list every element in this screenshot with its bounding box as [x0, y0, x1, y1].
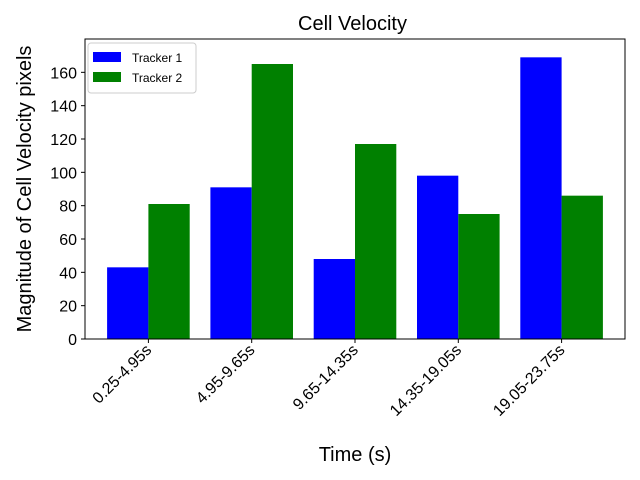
- legend: Tracker 1 Tracker 2: [87, 42, 197, 94]
- y-tick-label: 120: [50, 132, 77, 149]
- bar-tracker-2-3: [458, 214, 500, 339]
- legend-label: Tracker 1: [132, 51, 183, 65]
- y-axis-label: Magnitude of Cell Velocity pixels: [14, 46, 36, 333]
- y-axis: 0 20 40 60 80 100 120 140 160: [50, 65, 85, 349]
- bar-tracker-2-2: [355, 144, 397, 339]
- bar-tracker-1-3: [417, 175, 459, 339]
- y-tick-label: 100: [50, 165, 77, 182]
- legend-swatch: [93, 52, 121, 62]
- y-tick-label: 160: [50, 65, 77, 82]
- y-tick-label: 40: [59, 265, 77, 282]
- y-tick-label: 140: [50, 99, 77, 116]
- x-axis: 0.25-4.95s 4.95-9.65s 9.65-14.35s 14.35-19.…: [90, 339, 568, 420]
- y-tick-label: 80: [59, 199, 77, 216]
- x-tick-label: 14.35-19.05s: [387, 342, 465, 420]
- legend-label: Tracker 2: [132, 71, 183, 85]
- bars-group: [107, 57, 603, 339]
- legend-swatch: [93, 72, 121, 82]
- x-axis-label: Time (s): [319, 444, 392, 466]
- y-tick-label: 20: [59, 299, 77, 316]
- x-tick-label: 9.65-14.35s: [290, 342, 362, 414]
- bar-tracker-2-1: [251, 64, 293, 339]
- y-tick-label: 60: [59, 232, 77, 249]
- x-tick-label: 0.25-4.95s: [90, 342, 155, 407]
- y-tick-label: 0: [68, 332, 77, 349]
- bar-tracker-1-0: [107, 267, 149, 339]
- bar-tracker-1-1: [210, 187, 252, 339]
- x-tick-label: 4.95-9.65s: [193, 342, 258, 407]
- bar-tracker-2-0: [148, 204, 190, 339]
- bar-tracker-2-4: [561, 195, 603, 339]
- chart-title: Cell Velocity: [298, 13, 407, 35]
- bar-tracker-1-4: [520, 57, 562, 339]
- bar-tracker-1-2: [313, 259, 355, 339]
- x-tick-label: 19.05-23.75s: [490, 342, 568, 420]
